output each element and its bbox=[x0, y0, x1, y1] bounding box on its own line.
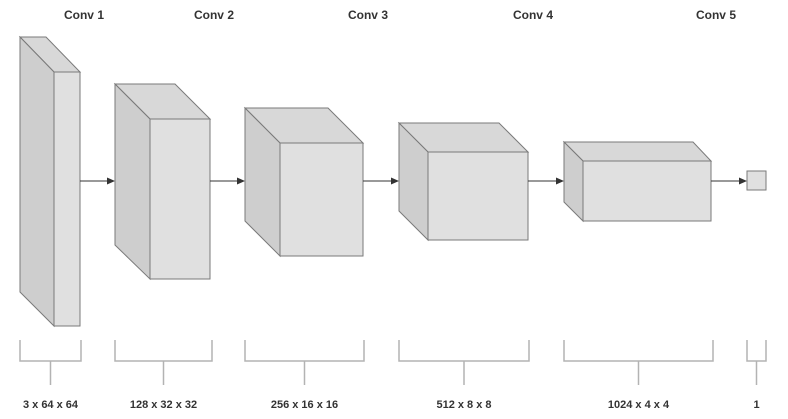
layer-title-conv4: Conv 4 bbox=[513, 8, 553, 22]
layer-title-conv1: Conv 1 bbox=[64, 8, 104, 22]
dims-label-conv5: 1024 x 4 x 4 bbox=[608, 399, 670, 411]
bracket-conv5 bbox=[563, 340, 714, 385]
dims-label-output: 1 bbox=[753, 399, 759, 411]
arrow-4-5 bbox=[528, 177, 564, 185]
layer-title-conv5: Conv 5 bbox=[696, 8, 736, 22]
bracket-conv2 bbox=[114, 340, 213, 385]
layer-title-conv2: Conv 2 bbox=[194, 8, 234, 22]
bracket-output bbox=[746, 340, 767, 385]
layer-block-conv3 bbox=[243, 106, 365, 258]
dims-label-conv1: 3 x 64 x 64 bbox=[23, 399, 79, 411]
dims-label-conv4: 512 x 8 x 8 bbox=[436, 399, 491, 411]
layer-title-conv3: Conv 3 bbox=[348, 8, 388, 22]
layer-block-conv1 bbox=[18, 35, 82, 328]
dims-label-conv3: 256 x 16 x 16 bbox=[271, 399, 338, 411]
dims-label-conv2: 128 x 32 x 32 bbox=[130, 399, 197, 411]
arrow-3-4 bbox=[363, 177, 399, 185]
layer-block-conv4 bbox=[397, 121, 530, 242]
arrow-5-output bbox=[711, 177, 747, 185]
arrow-1-2 bbox=[80, 177, 115, 185]
bracket-conv1 bbox=[19, 340, 82, 385]
output-node bbox=[746, 170, 767, 191]
bracket-conv4 bbox=[398, 340, 530, 385]
bracket-conv3 bbox=[244, 340, 365, 385]
layer-block-conv5 bbox=[562, 140, 713, 223]
layer-block-conv2 bbox=[113, 82, 212, 281]
arrow-2-3 bbox=[210, 177, 245, 185]
